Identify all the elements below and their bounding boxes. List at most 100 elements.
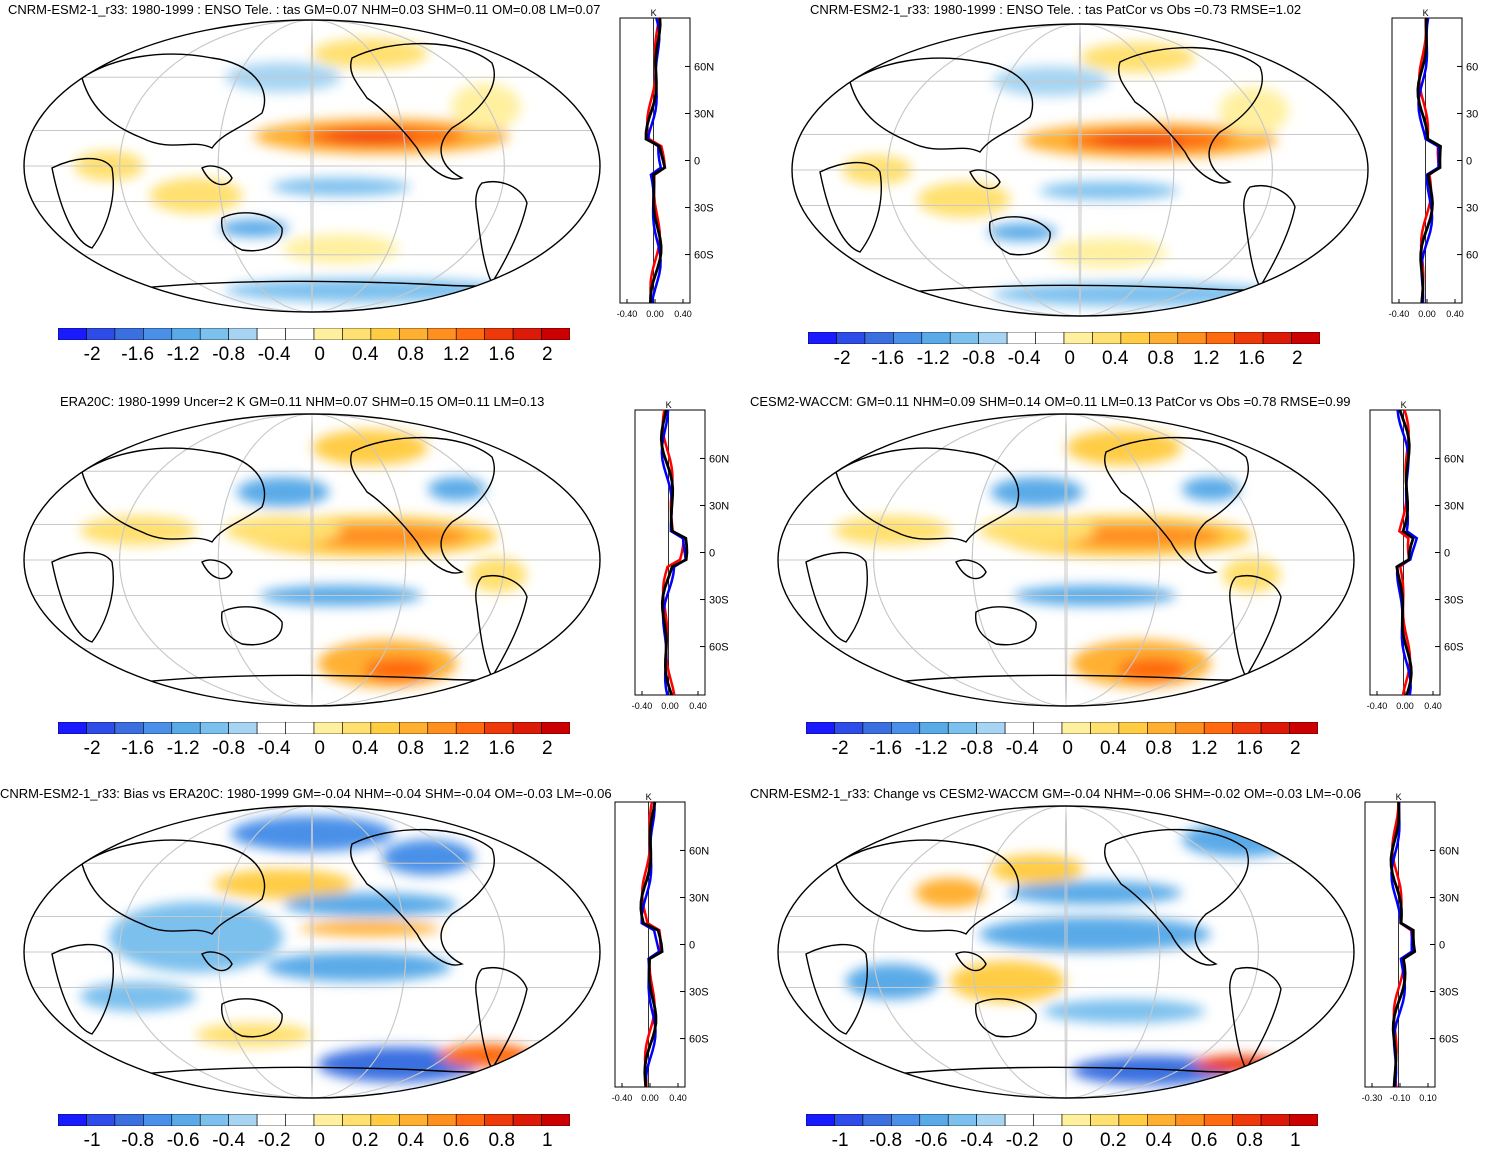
colorbar-tick: 0.2 xyxy=(1099,1130,1127,1151)
colorbar-swatch xyxy=(1175,1114,1205,1126)
world-map xyxy=(777,805,1355,1099)
coastline xyxy=(350,828,495,966)
colorbar-swatch xyxy=(342,328,372,340)
colorbar-swatch xyxy=(836,332,866,344)
colorbar-swatch xyxy=(919,722,949,734)
colorbar-swatch xyxy=(58,328,87,340)
coastline xyxy=(835,839,1020,935)
latitude-label: 0 xyxy=(709,548,715,560)
colorbar-swatch xyxy=(484,328,514,340)
latitude-label: 0 xyxy=(1444,548,1450,560)
zonal-mean-profile: K 60 30 0 30 60 -0.40 0.00 0.40 xyxy=(1389,8,1479,319)
anomaly-region xyxy=(312,38,428,69)
anomaly-region xyxy=(80,981,196,1012)
profile-x-tick: -0.30 xyxy=(1362,1093,1383,1103)
colorbar-tick: -0.4 xyxy=(1007,348,1041,369)
profile-x-tick: -0.40 xyxy=(617,309,638,319)
latitude-label: 30N xyxy=(709,500,729,512)
profile-line xyxy=(644,17,667,304)
colorbar-tick: 2 xyxy=(1289,738,1301,759)
map-panel: CESM2-WACCM: GM=0.11 NHM=0.09 SHM=0.14 O… xyxy=(750,392,1500,775)
colorbar-swatch xyxy=(256,1114,286,1126)
world-map xyxy=(777,413,1355,707)
colorbar-swatch xyxy=(58,1114,87,1126)
panel-title: CESM2-WACCM: GM=0.11 NHM=0.09 SHM=0.14 O… xyxy=(750,394,1351,409)
colorbar-swatch xyxy=(834,722,864,734)
colorbar-tick: 1.6 xyxy=(1236,738,1263,759)
colorbar-swatch xyxy=(171,1114,201,1126)
colorbar-swatch xyxy=(921,332,951,344)
colorbar-tick: 0.8 xyxy=(397,738,424,759)
anomaly-region xyxy=(230,815,394,852)
latitude-label: 30S xyxy=(1444,595,1464,607)
colorbar-swatch xyxy=(512,1114,542,1126)
colorbar-tick: -0.6 xyxy=(166,1130,200,1151)
world-map xyxy=(23,805,601,1099)
latitude-label: 0 xyxy=(694,156,700,168)
colorbar-tick: -0.4 xyxy=(1005,738,1039,759)
map-panel: ERA20C: 1980-1999 Uncer=2 K GM=0.11 NHM=… xyxy=(0,392,750,775)
colorbar-swatch xyxy=(484,1114,514,1126)
colorbar-swatch xyxy=(285,1114,315,1126)
colorbar-swatch xyxy=(1061,722,1091,734)
zonal-mean-profile: K 60N 30N 0 30S 60S -0.30 -0.10 0.10 xyxy=(1362,792,1459,1103)
world-map xyxy=(23,413,601,707)
colorbar-tick: -1.2 xyxy=(914,738,948,759)
colorbar-swatch xyxy=(891,722,921,734)
colorbar-swatch xyxy=(484,722,514,734)
colorbar-tick: 1 xyxy=(1289,1130,1301,1151)
map-border xyxy=(23,19,601,313)
profile-x-tick: -0.40 xyxy=(632,701,653,711)
colorbar-swatch xyxy=(455,1114,485,1126)
colorbar-tick: -1.2 xyxy=(166,738,200,759)
colorbar-swatch xyxy=(370,1114,400,1126)
colorbar-tick: 1 xyxy=(541,1130,553,1151)
latitude-label: 30N xyxy=(694,108,714,120)
coastline xyxy=(955,559,987,580)
colorbar-swatch xyxy=(1004,722,1034,734)
panel-title: CNRM-ESM2-1_r33: Change vs CESM2-WACCM G… xyxy=(750,786,1362,801)
map-border xyxy=(791,23,1369,317)
colorbar-swatch xyxy=(199,1114,229,1126)
latitude-label: 60S xyxy=(1444,642,1464,654)
colorbar-tick: -2 xyxy=(83,344,101,365)
coastline xyxy=(819,161,882,253)
map-border xyxy=(23,805,601,1099)
anomaly-region xyxy=(1008,880,1182,905)
colorbar xyxy=(58,722,570,734)
colorbar-tick: -0.2 xyxy=(257,1130,291,1151)
latitude-label: 30 xyxy=(1466,108,1478,120)
colorbar-tick: -1.6 xyxy=(121,344,155,365)
colorbar-swatch xyxy=(285,328,315,340)
latitude-label: 60 xyxy=(1466,250,1478,262)
colorbar-tick: 1.6 xyxy=(488,738,515,759)
anomaly-region xyxy=(219,219,289,238)
map-panel: CNRM-ESM2-1_r33: Bias vs ERA20C: 1980-19… xyxy=(0,784,750,1167)
colorbar-swatch xyxy=(512,722,542,734)
colorbar-swatch xyxy=(399,722,429,734)
profile-x-tick: 0.40 xyxy=(1424,701,1442,711)
colorbar-tick: 0 xyxy=(1062,738,1073,759)
coastline xyxy=(81,53,266,149)
latitude-label: 0 xyxy=(1439,940,1445,952)
colorbar-tick: -0.8 xyxy=(212,738,246,759)
latitude-label: 60S xyxy=(694,250,714,262)
colorbar-swatch xyxy=(512,328,542,340)
colorbar-swatch xyxy=(285,722,315,734)
colorbar-tick: 0 xyxy=(314,738,325,759)
coastline xyxy=(805,551,868,643)
colorbar-tick: 0.6 xyxy=(443,1130,470,1151)
anomaly-region xyxy=(1219,87,1289,135)
anomaly-region xyxy=(915,878,985,908)
colorbar-tick: -1.2 xyxy=(916,348,950,369)
colorbar-tick: 2 xyxy=(541,344,553,365)
latitude-label: 60N xyxy=(1439,845,1459,857)
colorbar-swatch xyxy=(199,722,229,734)
zonal-mean-profile: K 60N 30N 0 30S 60S -0.40 0.00 0.40 xyxy=(632,400,729,711)
colorbar-swatch xyxy=(1289,722,1318,734)
anomaly-region xyxy=(283,892,457,917)
map-panel: CNRM-ESM2-1_r33: 1980-1999 : ENSO Tele. … xyxy=(750,0,1500,383)
coastline xyxy=(201,951,233,972)
colorbar-tick: -0.8 xyxy=(962,348,996,369)
anomaly-region xyxy=(271,177,411,196)
